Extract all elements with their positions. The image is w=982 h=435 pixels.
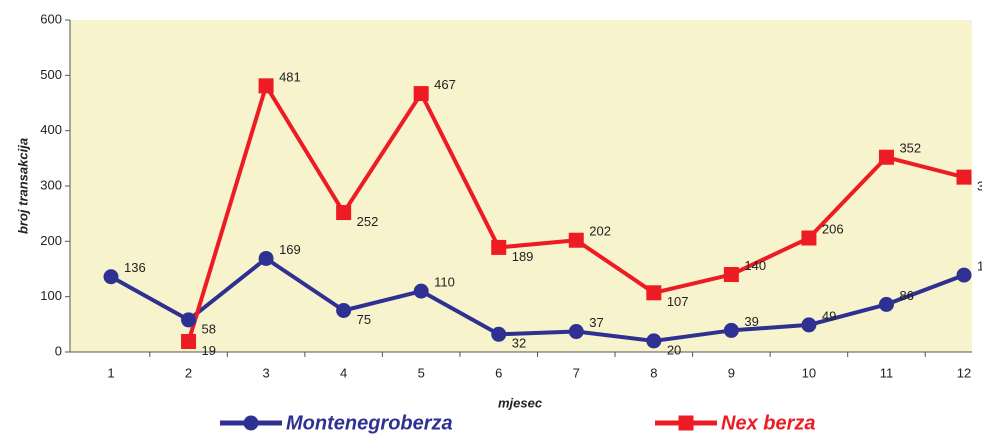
x-axis-label: mjesec xyxy=(498,395,543,410)
y-tick-label: 400 xyxy=(40,122,62,137)
point xyxy=(258,250,274,266)
legend-entry: Montenegroberza xyxy=(220,412,453,434)
point xyxy=(646,333,662,349)
data-label: 75 xyxy=(357,312,371,327)
data-label: 202 xyxy=(589,224,611,239)
point xyxy=(181,333,197,349)
point xyxy=(956,169,972,185)
point xyxy=(413,86,429,102)
data-label: 206 xyxy=(822,221,844,236)
data-label: 467 xyxy=(434,77,456,92)
point xyxy=(801,230,817,246)
point xyxy=(243,415,259,431)
point xyxy=(568,232,584,248)
point xyxy=(181,312,197,328)
y-tick-label: 200 xyxy=(40,233,62,248)
series-line xyxy=(110,256,965,343)
point xyxy=(336,303,352,318)
y-tick-label: 0 xyxy=(55,343,62,358)
x-tick-label: 8 xyxy=(650,365,657,380)
data-label: 107 xyxy=(667,294,689,309)
plot-area xyxy=(70,20,972,352)
x-tick-label: 12 xyxy=(957,365,971,380)
data-label: 58 xyxy=(202,321,216,336)
point xyxy=(678,415,694,431)
data-label: 316 xyxy=(977,179,982,194)
data-label: 32 xyxy=(512,336,526,351)
x-tick-label: 6 xyxy=(495,365,502,380)
y-tick-label: 300 xyxy=(40,177,62,192)
data-label: 139 xyxy=(977,259,982,274)
x-tick-label: 1 xyxy=(107,365,114,380)
data-label: 252 xyxy=(357,214,379,229)
point xyxy=(723,322,739,338)
data-label: 19 xyxy=(202,343,216,358)
point xyxy=(491,239,507,255)
x-tick-label: 10 xyxy=(802,365,816,380)
x-tick-label: 11 xyxy=(880,365,894,380)
data-label: 110 xyxy=(434,275,455,290)
y-tick-label: 600 xyxy=(40,11,62,26)
point xyxy=(413,283,429,299)
x-tick-label: 3 xyxy=(262,365,269,380)
legend-entry: Nex berza xyxy=(655,412,816,434)
point xyxy=(258,78,274,94)
point xyxy=(103,269,119,285)
point xyxy=(491,326,507,342)
legend-label: Nex berza xyxy=(721,412,816,434)
x-tick-label: 7 xyxy=(573,365,580,380)
data-label: 49 xyxy=(822,308,836,323)
point xyxy=(723,267,739,283)
y-tick-label: 500 xyxy=(40,67,62,82)
data-label: 352 xyxy=(899,141,921,156)
data-label: 189 xyxy=(512,249,534,264)
x-tick-label: 9 xyxy=(728,365,735,380)
y-tick-label: 100 xyxy=(40,288,62,303)
point xyxy=(568,324,584,340)
data-label: 169 xyxy=(279,242,301,257)
point xyxy=(878,296,894,312)
data-label: 140 xyxy=(744,258,766,273)
x-tick-label: 4 xyxy=(340,365,347,380)
legend-label: Montenegroberza xyxy=(286,412,453,434)
data-label: 136 xyxy=(124,260,146,275)
data-label: 37 xyxy=(589,315,603,330)
point xyxy=(336,205,352,221)
data-label: 39 xyxy=(744,314,758,329)
data-label: 86 xyxy=(899,288,913,303)
point xyxy=(878,149,894,165)
x-tick-label: 5 xyxy=(418,365,425,380)
point xyxy=(956,267,972,283)
point xyxy=(801,317,817,333)
point xyxy=(646,285,662,301)
data-label: 20 xyxy=(667,342,681,357)
y-axis-label: broj transakcija xyxy=(15,138,30,234)
data-label: 481 xyxy=(279,69,301,84)
x-tick-label: 2 xyxy=(185,365,192,380)
